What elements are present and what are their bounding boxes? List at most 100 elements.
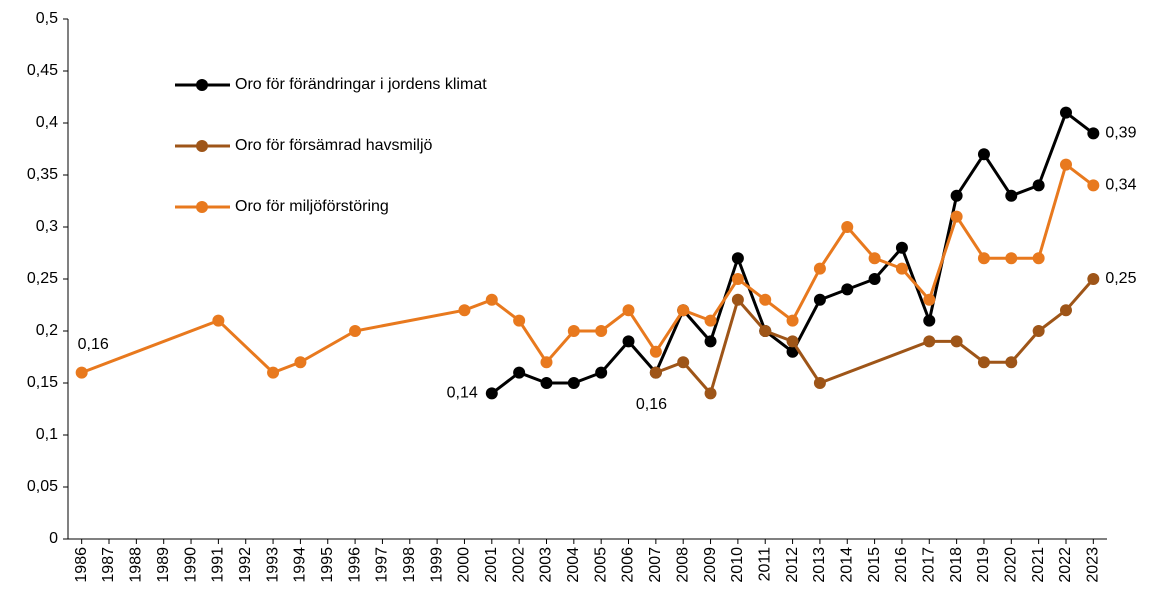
x-tick-label: 2019 [975,547,992,583]
x-tick-label: 1988 [128,547,145,583]
point [485,293,498,306]
point [622,304,635,317]
point [950,189,963,202]
point [1087,179,1100,192]
x-tick-label: 2007 [647,547,664,583]
point [813,377,826,389]
point [622,335,635,348]
point [294,356,307,369]
point [704,314,717,327]
x-tick-label: 1992 [237,547,254,583]
legend-label: Oro för förändringar i jordens klimat [235,76,487,93]
x-tick-label: 2012 [784,547,801,583]
y-tick-label: 0,2 [36,322,58,339]
x-tick-label: 2010 [729,547,746,583]
point [1087,273,1100,285]
x-tick-label: 1999 [428,547,445,583]
point [212,314,225,327]
point [595,325,608,337]
x-tick-label: 2023 [1085,547,1102,583]
point [458,304,471,317]
point [950,335,963,348]
point [649,345,662,358]
point [977,252,990,265]
point [786,345,799,358]
y-tick-label: 0,45 [27,62,58,79]
x-tick-label: 2021 [1030,547,1047,583]
point [649,366,662,379]
x-tick-label: 2008 [674,547,691,583]
point [923,335,936,348]
x-tick-label: 2016 [893,547,910,583]
point [923,293,936,306]
point [868,273,881,285]
point [977,148,990,161]
y-tick-label: 0 [49,530,58,547]
y-tick-label: 0,15 [27,374,58,391]
point [868,252,881,265]
x-tick-label: 2020 [1003,547,1020,583]
point [513,366,526,379]
x-tick-label: 1986 [73,547,90,583]
point [75,366,88,379]
x-tick-label: 1996 [346,547,363,583]
x-tick-label: 1998 [401,547,418,583]
y-tick-label: 0,35 [27,166,58,183]
x-tick-label: 2011 [756,547,773,582]
legend-label: Oro för miljöförstöring [235,198,389,215]
legend-marker [196,79,208,91]
data-label: 0,34 [1105,177,1136,194]
point [1032,252,1045,265]
point [267,366,280,379]
point [567,377,580,389]
point [841,221,854,233]
point [595,366,608,379]
point [895,241,908,254]
x-tick-label: 1993 [264,547,281,583]
x-tick-label: 1990 [182,547,199,583]
point [1005,356,1018,369]
point [786,335,799,348]
point [977,356,990,369]
x-tick-label: 1995 [319,547,336,583]
point [704,387,717,400]
y-tick-label: 0,3 [36,218,58,235]
legend-marker [196,140,208,152]
x-tick-label: 2001 [483,547,500,583]
point [485,387,498,400]
x-tick-label: 2018 [948,547,965,583]
data-label: 0,16 [78,336,109,353]
point [513,314,526,327]
point [759,325,772,337]
x-tick-label: 2005 [592,547,609,583]
x-tick-label: 2004 [565,547,582,583]
x-tick-label: 2013 [811,547,828,583]
x-tick-label: 2002 [510,547,527,583]
point [950,210,963,223]
legend-label: Oro för försämrad havsmiljö [235,137,432,154]
point [677,356,690,369]
data-label: 0,16 [636,396,667,413]
point [540,377,553,389]
point [1059,158,1072,171]
data-label: 0,39 [1105,125,1136,142]
point [813,262,826,275]
y-tick-label: 0,5 [36,10,58,27]
x-tick-label: 2022 [1057,547,1074,583]
x-tick-label: 2006 [620,547,637,583]
x-tick-label: 1991 [210,547,227,583]
x-tick-label: 1989 [155,547,172,583]
y-tick-label: 0,05 [27,478,58,495]
point [841,283,854,296]
point [731,273,744,285]
point [567,325,580,337]
point [540,356,553,369]
x-tick-label: 2017 [920,547,937,583]
point [759,293,772,306]
data-label: 0,25 [1105,270,1136,287]
point [1005,252,1018,265]
point [1032,325,1045,337]
point [786,314,799,327]
point [895,262,908,275]
